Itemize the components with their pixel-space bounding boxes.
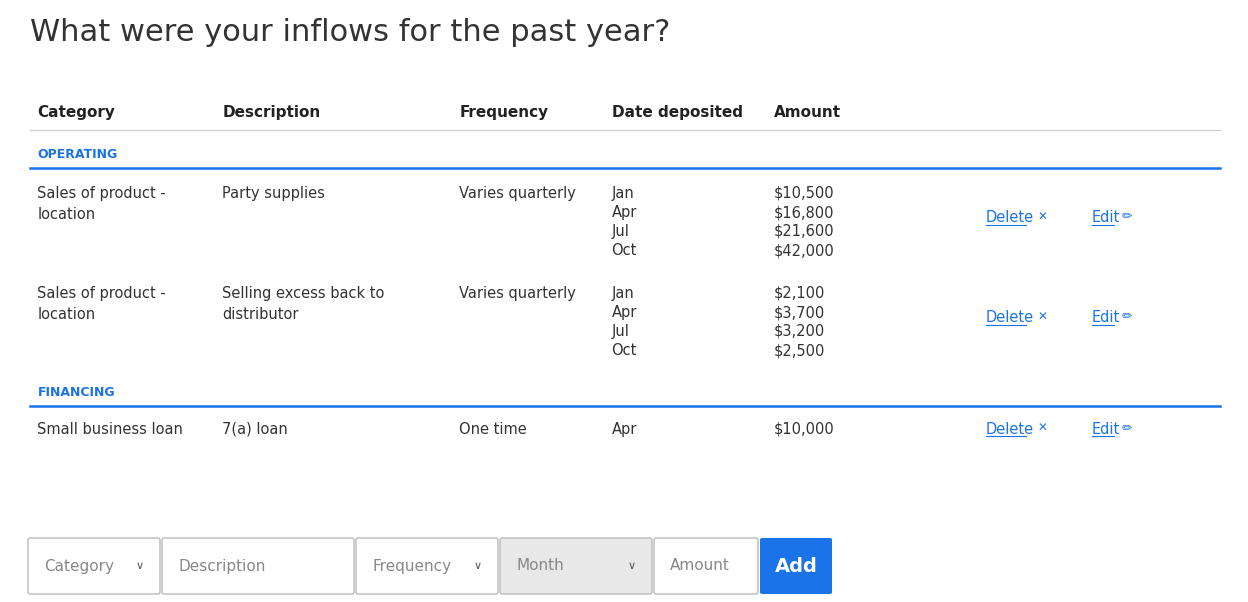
FancyBboxPatch shape	[356, 538, 498, 594]
Text: $10,500: $10,500	[774, 186, 835, 201]
Text: Description: Description	[222, 105, 321, 120]
Text: $2,100: $2,100	[774, 286, 825, 301]
Text: One time: One time	[459, 422, 527, 437]
Text: Edit: Edit	[1092, 211, 1121, 226]
Text: Date deposited: Date deposited	[612, 105, 743, 120]
Text: $3,700: $3,700	[774, 305, 825, 320]
Text: FINANCING: FINANCING	[37, 386, 115, 399]
Text: Sales of product -
location: Sales of product - location	[37, 286, 166, 322]
Text: Delete: Delete	[986, 422, 1035, 437]
Text: Jul: Jul	[612, 224, 629, 239]
Text: $10,000: $10,000	[774, 422, 835, 437]
Text: $42,000: $42,000	[774, 243, 835, 258]
Text: Amount: Amount	[670, 559, 730, 574]
Text: Apr: Apr	[612, 422, 636, 437]
Text: Edit: Edit	[1092, 422, 1121, 437]
Text: Varies quarterly: Varies quarterly	[459, 186, 577, 201]
FancyBboxPatch shape	[500, 538, 651, 594]
Text: Month: Month	[515, 559, 564, 574]
Text: Jan: Jan	[612, 286, 634, 301]
Text: Delete: Delete	[986, 211, 1035, 226]
Text: Oct: Oct	[612, 243, 636, 258]
Text: Delete: Delete	[986, 311, 1035, 326]
Text: Add: Add	[775, 556, 817, 576]
Text: Apr: Apr	[612, 305, 636, 320]
Text: OPERATING: OPERATING	[37, 148, 117, 161]
Text: ✏: ✏	[1122, 211, 1132, 223]
Text: Frequency: Frequency	[459, 105, 548, 120]
Text: Description: Description	[178, 559, 266, 574]
FancyBboxPatch shape	[162, 538, 354, 594]
Text: Amount: Amount	[774, 105, 841, 120]
Text: Small business loan: Small business loan	[37, 422, 183, 437]
Text: 7(a) loan: 7(a) loan	[222, 422, 288, 437]
Text: Jan: Jan	[612, 186, 634, 201]
FancyBboxPatch shape	[760, 538, 832, 594]
Text: $3,200: $3,200	[774, 324, 825, 339]
Text: Apr: Apr	[612, 205, 636, 220]
Text: Selling excess back to
distributor: Selling excess back to distributor	[222, 286, 384, 322]
Text: Sales of product -
location: Sales of product - location	[37, 186, 166, 222]
Text: $21,600: $21,600	[774, 224, 835, 239]
Text: Edit: Edit	[1092, 311, 1121, 326]
Text: Category: Category	[37, 105, 115, 120]
Text: Party supplies: Party supplies	[222, 186, 324, 201]
Text: Varies quarterly: Varies quarterly	[459, 286, 577, 301]
Text: ✏: ✏	[1122, 311, 1132, 323]
Text: Category: Category	[44, 559, 114, 574]
Text: $16,800: $16,800	[774, 205, 834, 220]
Text: ✕: ✕	[1038, 211, 1048, 223]
Text: What were your inflows for the past year?: What were your inflows for the past year…	[30, 18, 670, 47]
Text: Oct: Oct	[612, 343, 636, 358]
FancyBboxPatch shape	[27, 538, 160, 594]
Text: ∨: ∨	[628, 561, 636, 571]
Text: ∨: ∨	[136, 561, 144, 571]
Text: Jul: Jul	[612, 324, 629, 339]
Text: ✏: ✏	[1122, 422, 1132, 435]
Text: Frequency: Frequency	[372, 559, 451, 574]
Text: $2,500: $2,500	[774, 343, 825, 358]
FancyBboxPatch shape	[654, 538, 758, 594]
Text: ∨: ∨	[474, 561, 482, 571]
Text: ✕: ✕	[1038, 311, 1048, 323]
Text: ✕: ✕	[1038, 422, 1048, 435]
